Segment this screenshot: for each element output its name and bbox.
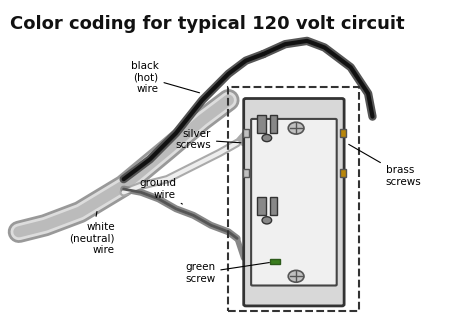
FancyBboxPatch shape	[251, 119, 337, 286]
Bar	[340, 129, 346, 137]
Bar	[257, 115, 266, 133]
Text: black
(hot)
wire: black (hot) wire	[131, 60, 200, 94]
Ellipse shape	[262, 134, 272, 142]
Bar	[243, 129, 249, 137]
Text: Color coding for typical 120 volt circuit: Color coding for typical 120 volt circui…	[10, 15, 405, 33]
Circle shape	[288, 270, 304, 282]
FancyBboxPatch shape	[244, 99, 344, 306]
Text: white
(neutral)
wire: white (neutral) wire	[69, 211, 115, 255]
Text: silver
screws: silver screws	[175, 129, 241, 150]
Bar	[228, 87, 359, 311]
Text: brass
screws: brass screws	[349, 144, 421, 187]
Ellipse shape	[262, 217, 272, 224]
Bar	[340, 169, 346, 177]
Text: green
screw: green screw	[185, 262, 269, 284]
Bar	[243, 169, 249, 177]
Bar	[270, 115, 277, 133]
Text: ground
wire: ground wire	[139, 178, 182, 204]
Bar	[270, 259, 281, 264]
Circle shape	[288, 122, 304, 134]
Bar	[257, 197, 266, 215]
Bar	[270, 197, 277, 215]
